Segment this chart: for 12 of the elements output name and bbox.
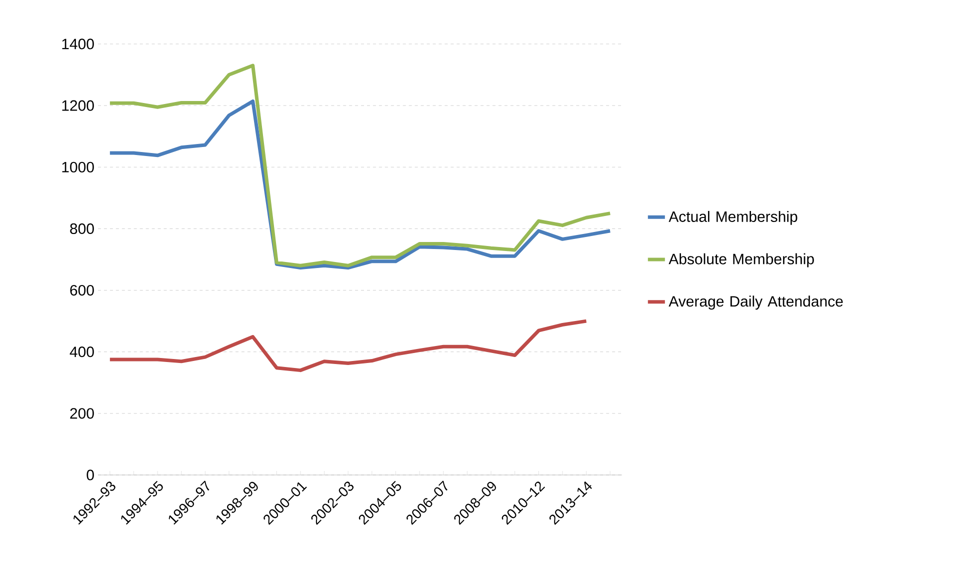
y-tick-label: 600 — [70, 284, 94, 296]
y-tick-label: 0 — [86, 470, 94, 480]
legend-label: Actual Membership — [668, 210, 798, 225]
y-tick-label: 1000 — [62, 162, 94, 172]
y-tick-label: 400 — [70, 346, 94, 358]
legend-label: Absolute Membership — [668, 253, 814, 268]
line-series — [108, 64, 612, 268]
y-tick-label: 1400 — [62, 38, 94, 50]
y-tick-label: 1200 — [62, 100, 94, 111]
legend-label: Average Daily Attendance — [668, 296, 843, 310]
y-tick-label: 800 — [70, 223, 94, 234]
y-tick-label: 200 — [70, 408, 94, 419]
